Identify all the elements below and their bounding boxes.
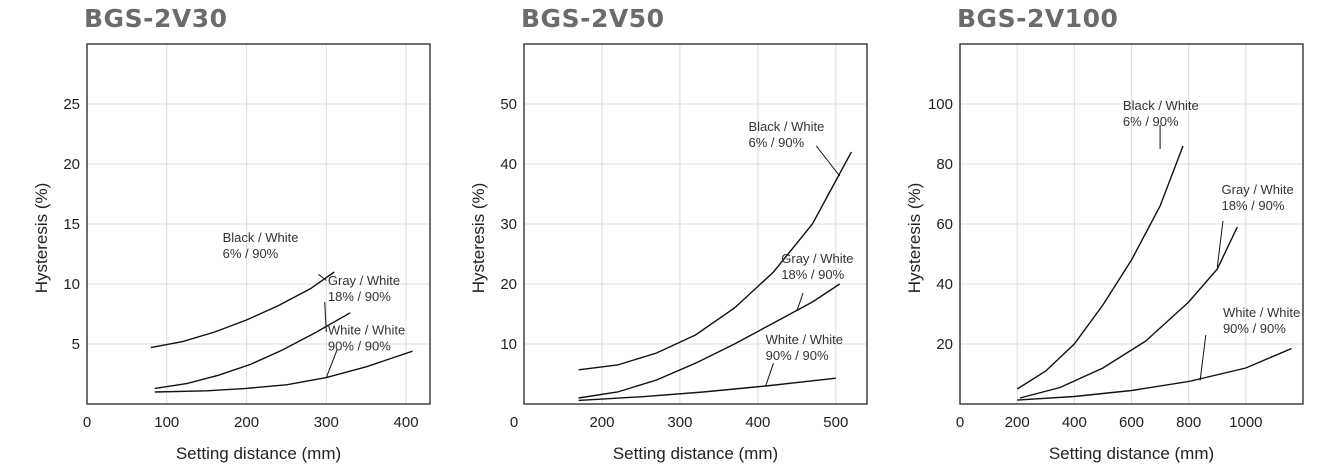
y-tick-label: 40	[936, 276, 953, 293]
x-tick-label: 300	[667, 414, 692, 431]
series-line	[1016, 145, 1184, 390]
y-tick-label: 10	[500, 336, 517, 353]
x-tick-label: 0	[83, 414, 91, 431]
y-tick-label: 40	[500, 156, 517, 173]
x-tick-label: 200	[589, 414, 614, 431]
series-annotation: Black / White	[1123, 98, 1199, 113]
series-line	[578, 151, 853, 371]
annotation-leader	[1216, 220, 1224, 268]
series-annotation: 6% / 90%	[749, 135, 805, 150]
series-annotation: White / White	[1223, 305, 1300, 320]
series-annotation: 6% / 90%	[223, 246, 279, 261]
series-annotation: Black / White	[749, 119, 825, 134]
x-axis-label: Setting distance (mm)	[1049, 444, 1214, 463]
x-tick-label: 100	[154, 414, 179, 431]
series-annotation: Gray / White	[781, 251, 853, 266]
series-annotation: 18% / 90%	[328, 289, 391, 304]
x-tick-label: 0	[956, 414, 964, 431]
y-tick-label: 20	[936, 336, 953, 353]
x-tick-label: 1000	[1229, 414, 1262, 431]
y-tick-label: 5	[72, 336, 80, 353]
annotation-leader	[765, 363, 774, 387]
annotation-leader	[1199, 334, 1207, 381]
x-tick-label: 200	[234, 414, 259, 431]
y-tick-label: 10	[63, 276, 80, 293]
x-tick-label: 500	[823, 414, 848, 431]
y-axis-label: Hysteresis (%)	[32, 183, 51, 294]
y-axis-label: Hysteresis (%)	[469, 183, 488, 294]
series-line	[578, 377, 836, 402]
chart-panel-bgs-2v30: BGS-2V30 0 100 200 300 400 5 10 15 20 25 Setting d…	[0, 0, 440, 470]
x-tick-label: 600	[1119, 414, 1144, 431]
y-axis-label: Hysteresis (%)	[905, 183, 924, 294]
x-tick-label: 300	[314, 414, 339, 431]
x-tick-label: 400	[745, 414, 770, 431]
plot-frame	[86, 43, 431, 405]
series-annotation: Gray / White	[1222, 182, 1294, 197]
chart-bgs-2v100: 0 200 400 600 800 1000 20 40 60 80 100 Setting dist…	[905, 43, 1304, 463]
y-tick-label: 80	[936, 156, 953, 173]
series-line	[154, 350, 413, 393]
x-axis-label: Setting distance (mm)	[176, 444, 341, 463]
chart-panel-bgs-2v100: BGS-2V100 0 200 400 600 800 1000 20 40 60 80 100 Se…	[873, 0, 1313, 470]
series-annotation: 90% / 90%	[328, 338, 391, 353]
y-tick-label: 100	[928, 96, 953, 113]
series-annotation: 18% / 90%	[781, 267, 844, 282]
series-annotation: 18% / 90%	[1222, 198, 1285, 213]
chart-title: BGS-2V100	[957, 4, 1119, 33]
series-line	[1017, 347, 1292, 401]
x-tick-label: 800	[1176, 414, 1201, 431]
annotation-leader	[325, 348, 338, 378]
annotation-leader	[324, 301, 327, 333]
chart-panel-bgs-2v50: BGS-2V50 0 200 300 400 500 10 20 30 40 50 Setting …	[437, 0, 877, 470]
y-tick-label: 20	[500, 276, 517, 293]
x-tick-label: 400	[394, 414, 419, 431]
y-tick-label: 20	[63, 156, 80, 173]
series-annotation: Gray / White	[328, 273, 400, 288]
y-tick-label: 30	[500, 216, 517, 233]
annotation-leader	[318, 274, 327, 281]
x-tick-label: 400	[1062, 414, 1087, 431]
x-tick-label: 200	[1005, 414, 1030, 431]
series-line	[150, 271, 335, 349]
y-tick-label: 25	[63, 96, 80, 113]
series-annotation: 90% / 90%	[1223, 321, 1286, 336]
series-annotation: 90% / 90%	[766, 348, 829, 363]
x-axis-label: Setting distance (mm)	[613, 444, 778, 463]
plot-frame	[959, 43, 1304, 405]
plot-frame	[523, 43, 868, 405]
series-annotation: 6% / 90%	[1123, 114, 1179, 129]
chart-title: BGS-2V30	[84, 4, 228, 33]
series-annotation: White / White	[328, 322, 405, 337]
y-tick-label: 60	[936, 216, 953, 233]
series-annotation: Black / White	[223, 230, 299, 245]
x-tick-label: 0	[510, 414, 518, 431]
series-line	[154, 312, 351, 390]
series-line	[1019, 226, 1238, 399]
annotation-leader	[796, 292, 804, 312]
chart-bgs-2v50: 0 200 300 400 500 10 20 30 40 50 Setting distance …	[469, 43, 868, 463]
y-tick-label: 50	[500, 96, 517, 113]
chart-bgs-2v30: 0 100 200 300 400 5 10 15 20 25 Setting distance (…	[32, 43, 431, 463]
annotation-leader	[815, 145, 841, 177]
series-annotation: White / White	[766, 332, 843, 347]
y-tick-label: 15	[63, 216, 80, 233]
series-line	[578, 283, 841, 399]
chart-title: BGS-2V50	[521, 4, 665, 33]
